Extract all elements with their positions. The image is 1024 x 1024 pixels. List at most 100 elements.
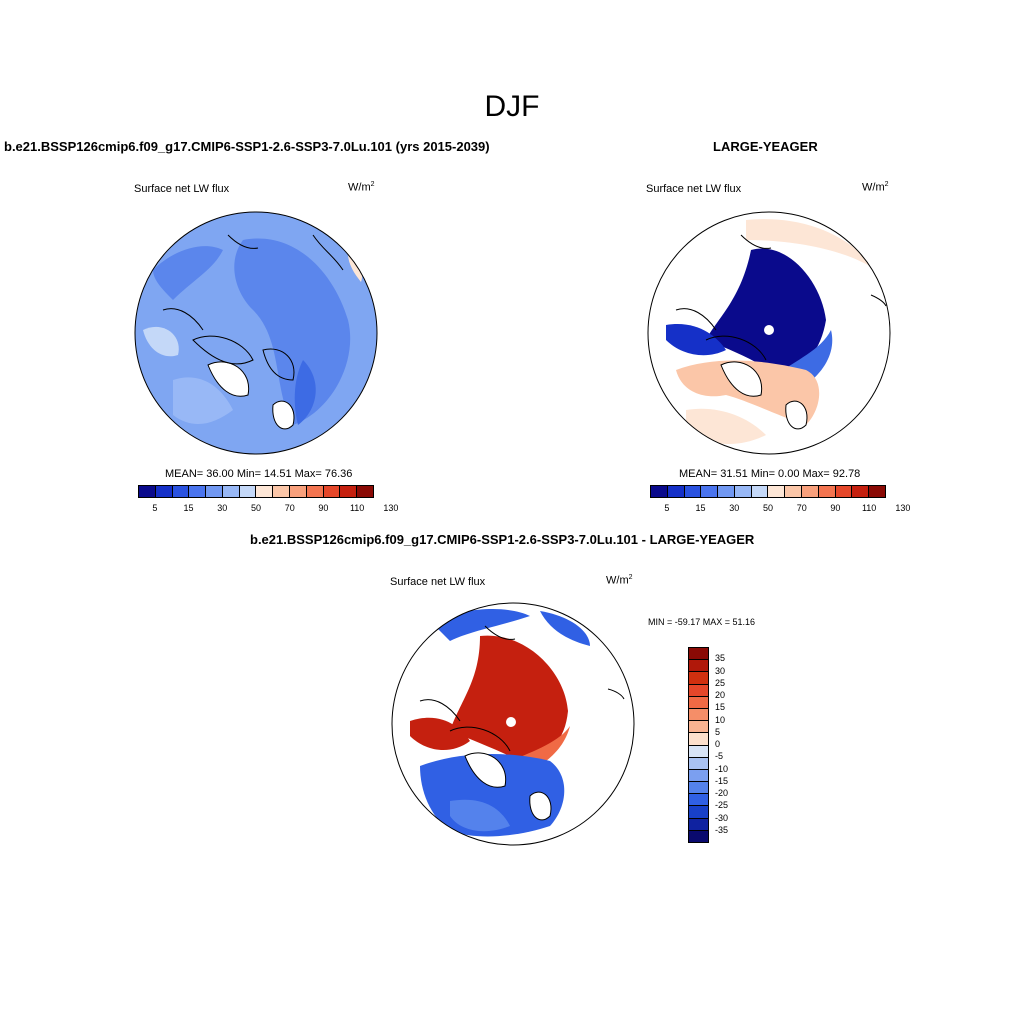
map-boundary <box>134 211 378 455</box>
panel1-header: b.e21.BSSP126cmip6.f09_g17.CMIP6-SSP1-2.… <box>4 139 490 154</box>
colorbar-swatch <box>689 782 708 795</box>
colorbar-swatch <box>155 486 173 497</box>
colorbar-swatch <box>206 486 223 497</box>
panel3-colorbar <box>688 647 709 843</box>
colorbar-swatch <box>835 486 853 497</box>
colorbar-swatch <box>323 486 341 497</box>
colorbar-swatch <box>290 486 307 497</box>
panel1-units: W/m2 <box>348 181 375 194</box>
colorbar-swatch <box>239 486 257 497</box>
colorbar-tick-label: 15 <box>183 503 194 513</box>
map-boundary <box>647 211 891 455</box>
colorbar-tick-label: -5 <box>715 751 724 762</box>
colorbar-tick-label: 50 <box>250 503 261 513</box>
colorbar-swatch <box>689 757 708 770</box>
colorbar-tick-label: 5 <box>664 503 670 513</box>
panel1-variable: Surface net LW flux <box>134 183 230 195</box>
ocean-field-light <box>173 377 233 425</box>
colorbar-swatch <box>667 486 685 497</box>
sea-ice-region <box>706 248 826 375</box>
panel2-variable: Surface net LW flux <box>646 183 742 195</box>
panel2-header: LARGE-YEAGER <box>713 139 818 154</box>
colorbar-swatch <box>689 745 708 758</box>
panel2-polar-map <box>647 211 891 455</box>
colorbar-tick-label: 110 <box>861 503 877 513</box>
colorbar-tick-label: 90 <box>830 503 841 513</box>
colorbar-swatch <box>734 486 752 497</box>
panel2-stats: MEAN= 31.51 Min= 0.00 Max= 92.78 <box>679 468 861 480</box>
colorbar-swatch <box>689 648 708 661</box>
colorbar-swatch <box>768 486 786 497</box>
colorbar-swatch <box>751 486 769 497</box>
colorbar-tick-label: 15 <box>715 702 726 713</box>
pole-hole <box>764 325 774 335</box>
colorbar-tick-label: 30 <box>729 503 740 513</box>
colorbar-tick-label: 110 <box>349 503 365 513</box>
colorbar-swatch <box>273 486 291 497</box>
colorbar-tick-label: 5 <box>715 726 721 737</box>
cool-anomaly-light <box>450 799 510 832</box>
panel3-stats: MIN = -59.17 MAX = 51.16 <box>648 617 756 627</box>
colorbar-tick-label: 70 <box>796 503 807 513</box>
colorbar-swatch <box>684 486 702 497</box>
colorbar-tick-label: 130 <box>895 503 911 513</box>
colorbar-tick-label: 130 <box>383 503 399 513</box>
panel1-colorbar <box>138 485 374 498</box>
colorbar-swatch <box>689 769 708 783</box>
ocean-field-light <box>143 326 179 357</box>
ocean-field-dark <box>153 246 223 300</box>
panel1-stats: MEAN= 36.00 Min= 14.51 Max= 76.36 <box>165 468 353 480</box>
panel3-variable: Surface net LW flux <box>390 576 486 588</box>
colorbar-swatch <box>139 486 156 497</box>
colorbar-tick-label: -15 <box>715 775 729 786</box>
ocean-field-dark <box>234 238 351 425</box>
colorbar-tick-label: -30 <box>715 812 729 823</box>
map-boundary <box>391 602 635 846</box>
panel3-polar-map <box>391 602 635 846</box>
colorbar-swatch <box>222 486 240 497</box>
colorbar-tick-label: 70 <box>284 503 295 513</box>
colorbar-tick-label: 0 <box>715 739 721 749</box>
colorbar-swatch <box>818 486 836 497</box>
colorbar-swatch <box>256 486 274 497</box>
colorbar-tick-label: -20 <box>715 788 729 798</box>
colorbar-tick-label: 25 <box>715 677 726 688</box>
figure-title: DJF <box>484 90 540 123</box>
landmass <box>207 361 250 397</box>
colorbar-swatch <box>306 486 324 497</box>
colorbar-swatch <box>689 696 708 709</box>
colorbar-swatch <box>689 660 708 673</box>
coastline <box>419 625 625 752</box>
coastline <box>162 234 344 331</box>
colorbar-swatch <box>689 830 708 842</box>
sea-ice-edge <box>666 324 726 356</box>
colorbar-tick-label: 30 <box>715 665 726 676</box>
colorbar-tick-label: 30 <box>217 503 228 513</box>
panel3-header: b.e21.BSSP126cmip6.f09_g17.CMIP6-SSP1-2.… <box>250 532 755 547</box>
colorbar-tick-label: -35 <box>715 824 729 835</box>
ocean-field-cool <box>540 611 590 646</box>
colorbar-tick-label: 50 <box>762 503 773 513</box>
panel2-colorbar <box>650 485 886 498</box>
colorbar-swatch <box>689 708 708 722</box>
colorbar-swatch <box>689 733 708 746</box>
colorbar-tick-label: 90 <box>318 503 329 513</box>
warm-anomaly-region <box>450 635 568 761</box>
landmass <box>464 752 507 788</box>
colorbar-swatch <box>340 486 358 497</box>
panel2-units: W/m2 <box>862 181 889 194</box>
colorbar-swatch <box>689 818 708 831</box>
colorbar-swatch <box>172 486 190 497</box>
colorbar-swatch <box>357 486 373 497</box>
colorbar-swatch <box>689 721 708 734</box>
colorbar-swatch <box>701 486 719 497</box>
colorbar-tick-label: 15 <box>695 503 706 513</box>
landmass <box>529 791 552 821</box>
colorbar-swatch <box>689 794 708 807</box>
colorbar-tick-label: 35 <box>715 653 726 664</box>
colorbar-swatch <box>718 486 735 497</box>
warm-anomaly-region <box>410 717 470 751</box>
colorbar-swatch <box>785 486 803 497</box>
landmass <box>720 361 763 397</box>
colorbar-swatch <box>689 806 708 819</box>
